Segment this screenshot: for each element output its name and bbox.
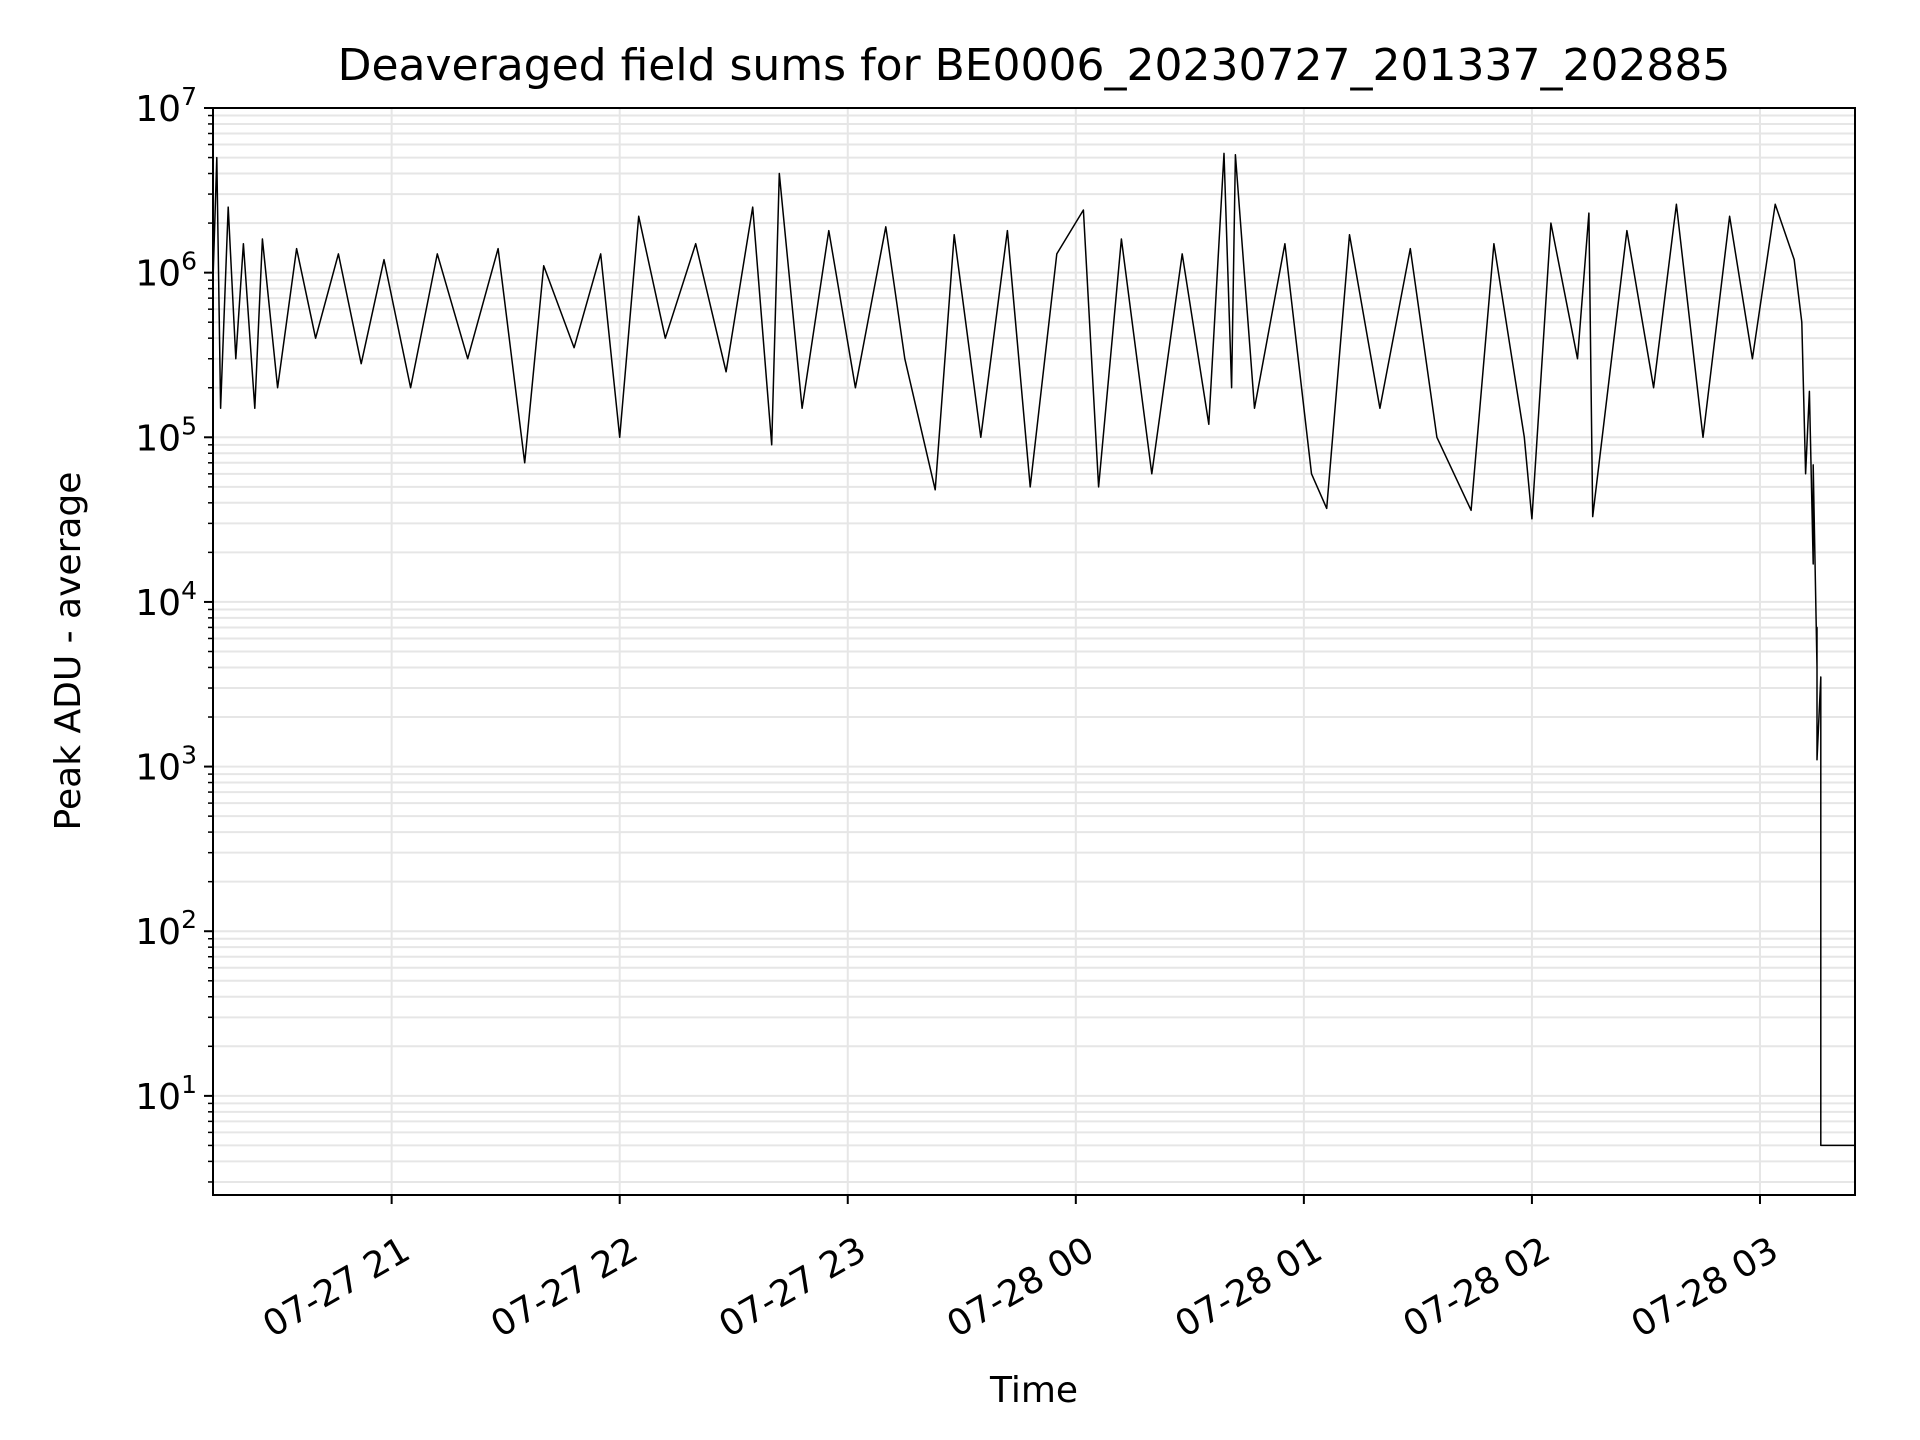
y-tick-label: 101: [135, 1070, 197, 1118]
minor-gridlines: [213, 114, 1855, 1183]
series-line: [212, 152, 1855, 1147]
y-tick-label: 105: [135, 411, 197, 459]
y-axis-ticks: 101 102 103 104 105 106 107: [135, 82, 213, 1183]
y-tick-label: 104: [135, 576, 197, 624]
series-group: [212, 152, 1855, 1147]
y-axis-label: Peak ADU - average: [48, 472, 89, 831]
y-tick-label: 102: [135, 905, 197, 953]
y-tick-label: 106: [135, 247, 197, 295]
x-axis-label: Time: [989, 1370, 1078, 1411]
chart-title: Deaveraged field sums for BE0006_2023072…: [338, 40, 1731, 91]
y-tick-label: 103: [135, 741, 197, 789]
y-tick-label: 107: [135, 82, 197, 130]
